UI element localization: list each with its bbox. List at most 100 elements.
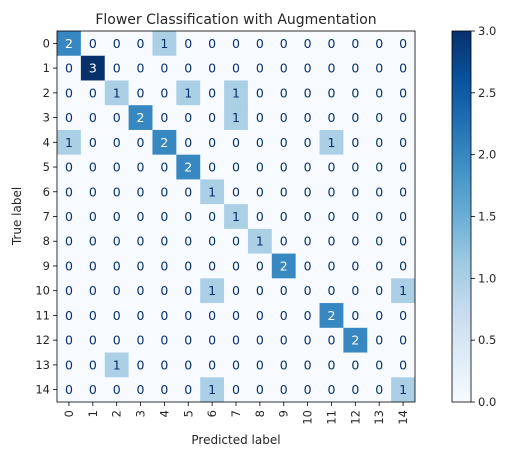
cell-value-label: 0 bbox=[399, 110, 407, 125]
y-tick-label: 3 bbox=[43, 111, 50, 125]
x-tick-label: 4 bbox=[157, 410, 171, 417]
x-tick-label: 9 bbox=[277, 410, 291, 417]
heatmap-cell bbox=[271, 31, 296, 57]
cell-value-label: 0 bbox=[232, 160, 240, 175]
cell-value-label: 0 bbox=[304, 184, 312, 199]
heatmap-cell bbox=[391, 31, 416, 57]
heatmap-cell bbox=[104, 55, 129, 81]
heatmap-cell bbox=[247, 31, 273, 57]
cell-value-label: 0 bbox=[160, 160, 168, 175]
cell-value-label: 0 bbox=[208, 61, 216, 76]
cell-value-label: 0 bbox=[232, 283, 240, 298]
heatmap-cell bbox=[391, 253, 416, 279]
cell-value-label: 0 bbox=[280, 283, 288, 298]
cell-value-label: 0 bbox=[375, 357, 383, 372]
heatmap-cell bbox=[176, 129, 201, 155]
heatmap-cell bbox=[152, 303, 177, 329]
heatmap-cell bbox=[128, 278, 153, 304]
heatmap-cell bbox=[367, 377, 392, 403]
cell-value-label: 0 bbox=[89, 110, 97, 125]
heatmap-cell bbox=[247, 179, 273, 205]
heatmap-cell bbox=[80, 129, 106, 155]
cell-value-label: 0 bbox=[399, 357, 407, 372]
cell-value-label: 1 bbox=[208, 184, 216, 199]
heatmap-cell bbox=[247, 278, 273, 304]
heatmap-cell bbox=[295, 55, 320, 81]
cell-value-label: 0 bbox=[113, 135, 121, 150]
heatmap-cell bbox=[247, 55, 273, 81]
heatmap-cell bbox=[343, 228, 368, 254]
heatmap-cell bbox=[319, 204, 344, 230]
heatmap-cell bbox=[57, 55, 82, 81]
heatmap-cell bbox=[176, 154, 201, 180]
heatmap-cell bbox=[176, 228, 201, 254]
cell-value-label: 0 bbox=[65, 357, 73, 372]
cell-value-label: 0 bbox=[375, 110, 383, 125]
heatmap-cell bbox=[343, 352, 368, 378]
cell-value-label: 0 bbox=[89, 357, 97, 372]
heatmap-cell bbox=[271, 154, 296, 180]
cell-value-label: 0 bbox=[160, 333, 168, 348]
heatmap-cell bbox=[80, 253, 106, 279]
heatmap-cell bbox=[271, 105, 296, 131]
cell-value-label: 0 bbox=[89, 135, 97, 150]
heatmap-cell bbox=[128, 55, 153, 81]
cell-value-label: 0 bbox=[327, 333, 335, 348]
cell-value-label: 0 bbox=[208, 209, 216, 224]
cell-value-label: 0 bbox=[113, 283, 121, 298]
heatmap-cell bbox=[200, 278, 225, 304]
cell-value-label: 0 bbox=[375, 283, 383, 298]
heatmap-cell bbox=[224, 377, 249, 403]
heatmap-cell bbox=[104, 179, 129, 205]
heatmap-cell bbox=[367, 80, 392, 106]
cell-value-label: 0 bbox=[184, 333, 192, 348]
heatmap-cell bbox=[295, 105, 320, 131]
heatmap-cell bbox=[152, 80, 177, 106]
cell-value-label: 1 bbox=[232, 209, 240, 224]
heatmap-cell bbox=[319, 105, 344, 131]
heatmap-cell bbox=[200, 105, 225, 131]
heatmap-cell bbox=[200, 179, 225, 205]
heatmap-cell bbox=[224, 228, 249, 254]
cell-value-label: 0 bbox=[280, 382, 288, 397]
cell-value-label: 0 bbox=[113, 160, 121, 175]
cell-value-label: 1 bbox=[399, 283, 407, 298]
cell-value-label: 1 bbox=[208, 283, 216, 298]
cell-value-label: 0 bbox=[113, 110, 121, 125]
heatmap-cell bbox=[224, 129, 249, 155]
heatmap-cell bbox=[57, 204, 82, 230]
cell-value-label: 0 bbox=[256, 382, 264, 397]
heatmap-cell bbox=[295, 228, 320, 254]
x-tick-label: 7 bbox=[229, 410, 243, 417]
cell-value-label: 0 bbox=[232, 308, 240, 323]
heatmap-cell bbox=[152, 228, 177, 254]
heatmap-cell bbox=[391, 55, 416, 81]
cell-value-label: 0 bbox=[232, 333, 240, 348]
colorbar-ticks: 0.0 0.5 1.0 1.5 2.0 2.5 3.0 bbox=[471, 24, 496, 409]
cell-value-label: 0 bbox=[232, 234, 240, 249]
cell-value-label: 0 bbox=[256, 333, 264, 348]
heatmap-cell bbox=[57, 129, 82, 155]
heatmap-cell bbox=[200, 80, 225, 106]
heatmap-cell bbox=[319, 80, 344, 106]
x-tick-label: 14 bbox=[396, 410, 410, 425]
cell-value-label: 0 bbox=[280, 110, 288, 125]
heatmap-cell bbox=[80, 327, 106, 353]
cell-value-label: 0 bbox=[304, 160, 312, 175]
cell-value-label: 1 bbox=[232, 110, 240, 125]
cell-value-label: 0 bbox=[256, 36, 264, 51]
x-tick-label: 8 bbox=[253, 410, 267, 417]
cell-value-label: 0 bbox=[113, 258, 121, 273]
cell-value-label: 0 bbox=[327, 85, 335, 100]
cell-value-label: 0 bbox=[375, 333, 383, 348]
y-tick-label: 1 bbox=[43, 61, 50, 75]
heatmap-cell bbox=[224, 80, 249, 106]
cell-value-label: 1 bbox=[232, 85, 240, 100]
colorbar-tick-label: 0.5 bbox=[478, 333, 496, 347]
heatmap-cell bbox=[391, 80, 416, 106]
heatmap-cell bbox=[80, 303, 106, 329]
cell-value-label: 0 bbox=[113, 308, 121, 323]
cell-value-label: 0 bbox=[65, 308, 73, 323]
heatmap-cell bbox=[200, 129, 225, 155]
heatmap-cell bbox=[224, 327, 249, 353]
